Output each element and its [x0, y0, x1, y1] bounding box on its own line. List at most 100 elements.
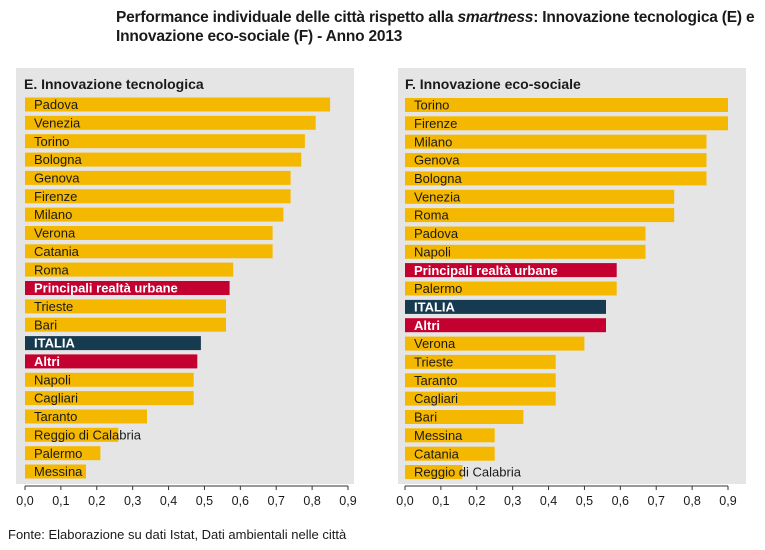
- category-label-e-1: Venezia: [34, 115, 81, 130]
- category-label-e-2: Torino: [34, 134, 69, 149]
- bar-e-14: [25, 354, 198, 369]
- x-tick-label-e-6: 0,6: [232, 494, 249, 508]
- bar-e-8: [25, 244, 273, 259]
- bar-e-20: [25, 464, 86, 479]
- category-label-f-11: ITALIA: [414, 300, 456, 315]
- category-label-e-0: Padova: [34, 97, 79, 112]
- category-label-e-11: Trieste: [34, 299, 73, 314]
- x-tick-label-f-6: 0,6: [612, 494, 629, 508]
- category-label-e-12: Bari: [34, 317, 57, 332]
- bar-f-2: [405, 134, 707, 149]
- category-label-f-18: Messina: [414, 428, 463, 443]
- x-tick-label-f-0: 0,0: [396, 494, 413, 508]
- bar-e-0: [25, 97, 331, 112]
- category-label-f-12: Altri: [414, 318, 440, 333]
- bar-f-5: [405, 189, 675, 204]
- x-tick-label-e-2: 0,2: [88, 494, 105, 508]
- category-label-f-1: Firenze: [414, 116, 457, 131]
- bar-e-4: [25, 170, 291, 185]
- bar-e-13: [25, 336, 201, 351]
- bar-e-6: [25, 207, 284, 222]
- category-label-f-5: Venezia: [414, 189, 461, 204]
- category-label-f-14: Trieste: [414, 355, 453, 370]
- category-label-e-19: Palermo: [34, 446, 82, 461]
- x-tick-label-e-7: 0,7: [268, 494, 285, 508]
- bar-e-2: [25, 134, 305, 149]
- bar-f-7: [405, 226, 646, 241]
- category-label-e-15: Napoli: [34, 372, 71, 387]
- bar-e-10: [25, 281, 230, 295]
- category-label-e-5: Firenze: [34, 189, 77, 204]
- bar-e-9: [25, 262, 234, 277]
- category-label-e-6: Milano: [34, 207, 72, 222]
- bar-e-1: [25, 115, 316, 130]
- bar-f-6: [405, 208, 675, 223]
- title-italic: smartness: [457, 9, 534, 26]
- category-label-e-7: Verona: [34, 226, 76, 241]
- source-footnote: Fonte: Elaborazione su dati Istat, Dati …: [8, 527, 347, 542]
- category-label-e-17: Taranto: [34, 409, 77, 424]
- x-tick-label-f-4: 0,4: [540, 494, 557, 508]
- bar-f-12: [405, 318, 606, 333]
- x-tick-label-e-0: 0,0: [16, 494, 33, 508]
- category-label-e-8: Catania: [34, 244, 80, 259]
- bar-f-17: [405, 410, 524, 424]
- x-tick-label-f-8: 0,8: [683, 494, 700, 508]
- bar-f-1: [405, 116, 728, 131]
- category-label-f-3: Genova: [414, 153, 460, 168]
- x-tick-label-e-8: 0,8: [303, 494, 320, 508]
- category-label-e-13: ITALIA: [34, 336, 76, 351]
- category-label-f-10: Palermo: [414, 281, 462, 296]
- x-tick-label-f-1: 0,1: [432, 494, 449, 508]
- category-label-e-4: Genova: [34, 171, 80, 186]
- bar-f-15: [405, 373, 556, 388]
- bar-e-5: [25, 189, 291, 204]
- category-label-f-15: Taranto: [414, 373, 457, 388]
- x-tick-label-e-1: 0,1: [52, 494, 69, 508]
- x-tick-label-e-3: 0,3: [124, 494, 141, 508]
- bar-f-16: [405, 391, 556, 406]
- category-label-f-17: Bari: [414, 410, 437, 425]
- bar-f-0: [405, 98, 728, 112]
- bar-e-19: [25, 446, 101, 461]
- bar-e-15: [25, 372, 194, 387]
- category-label-e-3: Bologna: [34, 152, 82, 167]
- bar-f-9: [405, 263, 617, 278]
- bar-e-12: [25, 317, 226, 332]
- category-label-f-4: Bologna: [414, 171, 462, 186]
- category-label-e-10: Principali realtà urbane: [34, 281, 178, 296]
- title-suffix: : Innovazione tecnologica (E) e Innovazi…: [116, 9, 755, 45]
- category-label-f-20: Reggio di Calabria: [414, 465, 522, 480]
- category-label-f-8: Napoli: [414, 244, 451, 259]
- bar-f-11: [405, 299, 606, 314]
- bar-f-20: [405, 465, 463, 479]
- bar-e-18: [25, 427, 119, 442]
- x-tick-label-e-4: 0,4: [160, 494, 177, 508]
- bar-f-10: [405, 281, 617, 296]
- category-label-f-19: Catania: [414, 446, 460, 461]
- category-label-e-16: Cagliari: [34, 391, 78, 406]
- category-label-f-13: Verona: [414, 336, 456, 351]
- panel-e-title: E. Innovazione tecnologica: [24, 76, 204, 92]
- category-label-e-9: Roma: [34, 262, 69, 277]
- bar-f-8: [405, 244, 646, 259]
- category-label-f-7: Padova: [414, 226, 459, 241]
- category-label-f-0: Torino: [414, 98, 449, 113]
- bar-e-7: [25, 226, 273, 240]
- category-label-f-9: Principali realtà urbane: [414, 263, 558, 278]
- category-label-f-6: Roma: [414, 208, 449, 223]
- bar-e-16: [25, 391, 194, 406]
- category-label-f-16: Cagliari: [414, 391, 458, 406]
- bar-f-13: [405, 336, 585, 351]
- bar-f-3: [405, 153, 707, 168]
- bar-e-17: [25, 409, 147, 424]
- x-tick-label-e-9: 0,9: [339, 494, 356, 508]
- x-tick-label-f-7: 0,7: [648, 494, 665, 508]
- category-label-f-2: Milano: [414, 134, 452, 149]
- category-label-e-18: Reggio di Calabria: [34, 427, 142, 442]
- x-tick-label-e-5: 0,5: [196, 494, 213, 508]
- bar-e-3: [25, 152, 302, 167]
- x-tick-label-f-3: 0,3: [504, 494, 521, 508]
- bar-e-11: [25, 299, 226, 314]
